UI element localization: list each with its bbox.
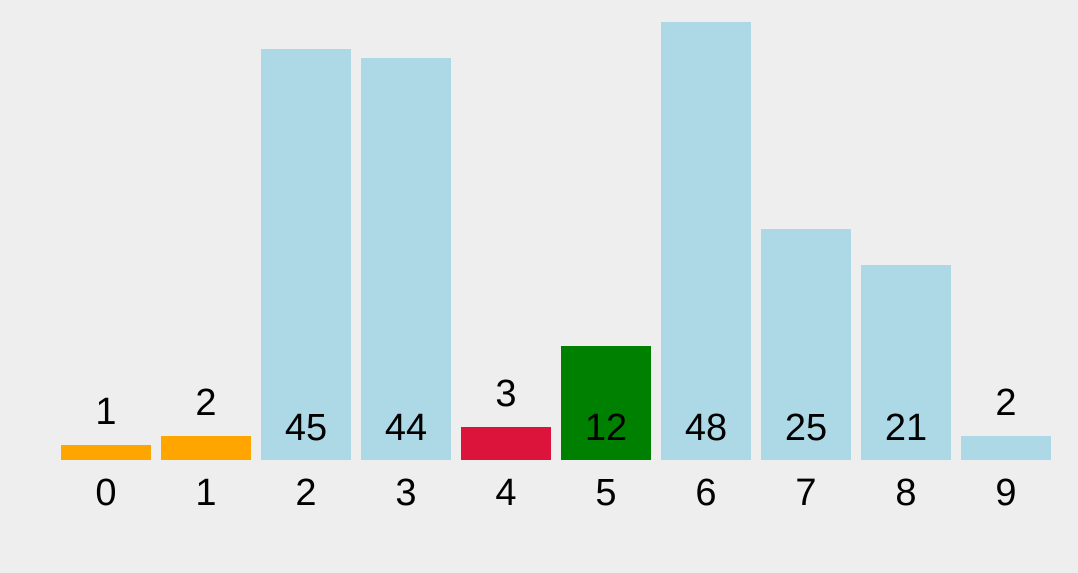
index-label: 5 xyxy=(595,472,616,514)
bar xyxy=(961,436,1051,460)
index-label: 9 xyxy=(995,472,1016,514)
index-label: 6 xyxy=(695,472,716,514)
value-label: 3 xyxy=(495,373,516,415)
bar xyxy=(161,436,251,460)
value-label: 21 xyxy=(885,407,927,449)
bar xyxy=(561,346,651,460)
value-label: 25 xyxy=(785,407,827,449)
value-label: 48 xyxy=(685,407,727,449)
bar xyxy=(661,22,751,460)
value-label: 44 xyxy=(385,407,427,449)
value-label: 2 xyxy=(995,382,1016,424)
value-label: 2 xyxy=(195,382,216,424)
bar xyxy=(861,265,951,460)
bar xyxy=(761,229,851,460)
index-label: 3 xyxy=(395,472,416,514)
bar xyxy=(361,58,451,460)
index-label: 4 xyxy=(495,472,516,514)
value-label: 1 xyxy=(95,391,116,433)
index-label: 1 xyxy=(195,472,216,514)
bar xyxy=(461,427,551,460)
value-label: 12 xyxy=(585,407,627,449)
value-label: 45 xyxy=(285,407,327,449)
index-label: 8 xyxy=(895,472,916,514)
bar xyxy=(61,445,151,460)
bar xyxy=(261,49,351,460)
index-label: 2 xyxy=(295,472,316,514)
index-label: 0 xyxy=(95,472,116,514)
index-label: 7 xyxy=(795,472,816,514)
